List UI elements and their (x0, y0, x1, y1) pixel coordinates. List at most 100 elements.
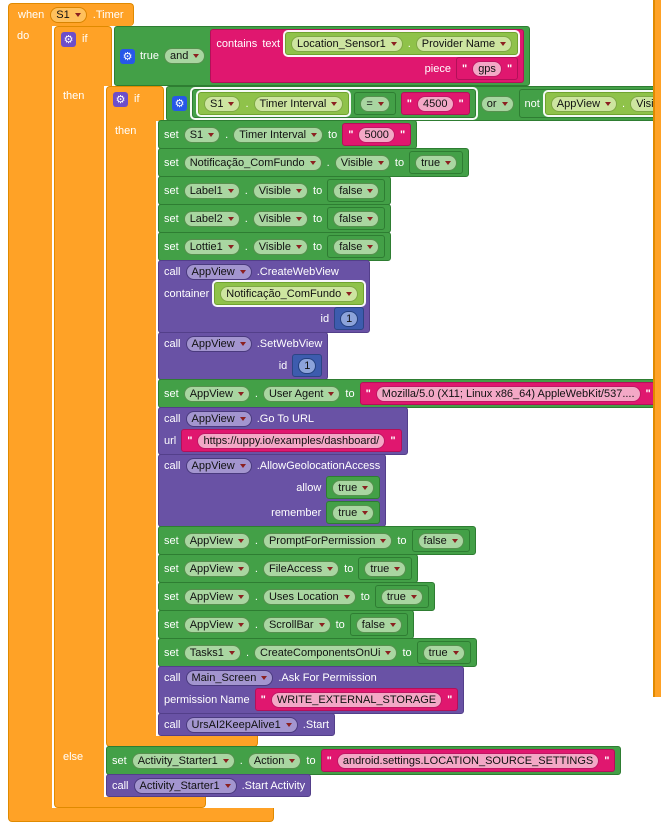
dropdown-and[interactable]: and (164, 48, 205, 64)
dropdown-lottie1[interactable]: Lottie1 (184, 239, 240, 255)
dropdown-visible[interactable]: Visible (253, 211, 308, 227)
dropdown-timer-interval[interactable]: Timer Interval (233, 127, 323, 143)
boolean-block[interactable]: false (327, 207, 385, 230)
dropdown-true[interactable]: true (364, 561, 406, 577)
dropdown-4500[interactable]: 4500 (417, 96, 453, 112)
text-block[interactable]: "4500" (401, 92, 470, 115)
text-block[interactable]: "gps" (456, 57, 518, 80)
number-block[interactable]: 1 (292, 354, 322, 377)
dropdown-gps[interactable]: gps (472, 61, 502, 77)
dropdown-s1[interactable]: S1 (50, 7, 86, 23)
dropdown-scrollbar[interactable]: ScrollBar (263, 617, 331, 633)
dropdown-action[interactable]: Action (248, 753, 302, 769)
boolean-block[interactable]: false (350, 613, 408, 636)
dropdown-true[interactable]: true (381, 589, 423, 605)
text-block[interactable]: "5000" (342, 123, 411, 146)
dropdown-label1[interactable]: Label1 (184, 183, 240, 199)
text-block[interactable]: "https://uppy.io/examples/dashboard/" (181, 429, 401, 452)
dropdown-promptforpermission[interactable]: PromptForPermission (263, 533, 392, 549)
number-block[interactable]: 1 (334, 307, 364, 330)
dropdown-uses-location[interactable]: Uses Location (263, 589, 356, 605)
dropdown-appview[interactable]: AppView (186, 458, 252, 474)
text-block[interactable]: "android.settings.LOCATION_SOURCE_SETTIN… (321, 749, 616, 772)
dropdown-false[interactable]: false (356, 617, 402, 633)
dropdown-activity-starter1[interactable]: Activity_Starter1 (134, 778, 237, 794)
dropdown-provider-name[interactable]: Provider Name (416, 36, 512, 52)
partial-block-right-edge[interactable] (653, 0, 661, 697)
dropdown-false[interactable]: false (333, 239, 379, 255)
dropdown-mozilla-5-0-x11-linux-x86-64-applewebkit-537[interactable]: Mozilla/5.0 (X11; Linux x86_64) AppleWeb… (376, 386, 641, 402)
dropdown-android-settings-location-source-settings[interactable]: android.settings.LOCATION_SOURCE_SETTING… (337, 753, 599, 769)
dropdown-https-uppy-io-examples-dashboard[interactable]: https://uppy.io/examples/dashboard/ (197, 433, 385, 449)
dropdown-write-external-storage[interactable]: WRITE_EXTERNAL_STORAGE (271, 692, 442, 708)
boolean-block[interactable]: false (327, 235, 385, 258)
mutator-gear-icon[interactable]: ⚙ (61, 32, 76, 47)
dropdown-appview[interactable]: AppView (184, 561, 250, 577)
dropdown-appview[interactable]: AppView (184, 386, 250, 402)
dropdown-label2[interactable]: Label2 (184, 211, 240, 227)
mutator-gear-icon[interactable]: ⚙ (113, 92, 128, 107)
dropdown-true[interactable]: true (415, 155, 457, 171)
dropdown-appview[interactable]: AppView (184, 589, 250, 605)
dropdown-or[interactable]: or (481, 96, 514, 112)
equals-operator-block[interactable]: = (354, 92, 395, 115)
dropdown-notifica-o-comfundo[interactable]: Notificação_ComFundo (220, 286, 358, 302)
boolean-block[interactable]: true (326, 476, 380, 499)
dropdown-1[interactable]: 1 (298, 358, 316, 374)
dropdown-s1[interactable]: S1 (184, 127, 220, 143)
dropdown-[interactable]: = (360, 96, 389, 112)
boolean-block[interactable]: false (327, 179, 385, 202)
dropdown-activity-starter1[interactable]: Activity_Starter1 (132, 753, 235, 769)
dropdown-visible[interactable]: Visible (253, 239, 308, 255)
dropdown-false[interactable]: false (418, 533, 464, 549)
dropdown-true[interactable]: true (423, 645, 465, 661)
dropdown-true[interactable]: true (332, 505, 374, 521)
boolean-block[interactable]: true (326, 501, 380, 524)
dropdown-false[interactable]: false (333, 183, 379, 199)
dropdown-location-sensor1[interactable]: Location_Sensor1 (291, 36, 403, 52)
dropdown-notifica-o-comfundo[interactable]: Notificação_ComFundo (184, 155, 322, 171)
text-block[interactable]: "Mozilla/5.0 (X11; Linux x86_64) AppleWe… (360, 382, 657, 405)
dropdown-s1[interactable]: S1 (204, 96, 240, 112)
dropdown-ursai2keepalive1[interactable]: UrsAI2KeepAlive1 (186, 717, 298, 733)
dropdown-createcomponentsonui[interactable]: CreateComponentsOnUi (254, 645, 397, 661)
getter-block[interactable]: AppView.Visible (545, 92, 661, 115)
dropdown-user-agent[interactable]: User Agent (263, 386, 340, 402)
boolean-block[interactable]: true (417, 641, 471, 664)
dropdown-appview[interactable]: AppView (184, 617, 250, 633)
dropdown-appview[interactable]: AppView (184, 533, 250, 549)
dropdown-5000[interactable]: 5000 (358, 127, 394, 143)
getter-block[interactable]: S1.Timer Interval (198, 92, 349, 115)
dropdown-appview[interactable]: AppView (186, 411, 252, 427)
mutator-gear-icon[interactable]: ⚙ (120, 49, 135, 64)
compare-equals-block[interactable]: S1.Timer Interval = "4500" (192, 89, 476, 118)
dropdown-fileaccess[interactable]: FileAccess (263, 561, 339, 577)
dropdown-tasks1[interactable]: Tasks1 (184, 645, 241, 661)
component-block[interactable]: Notificação_ComFundo (214, 282, 364, 305)
dropdown-main-screen[interactable]: Main_Screen (186, 670, 274, 686)
